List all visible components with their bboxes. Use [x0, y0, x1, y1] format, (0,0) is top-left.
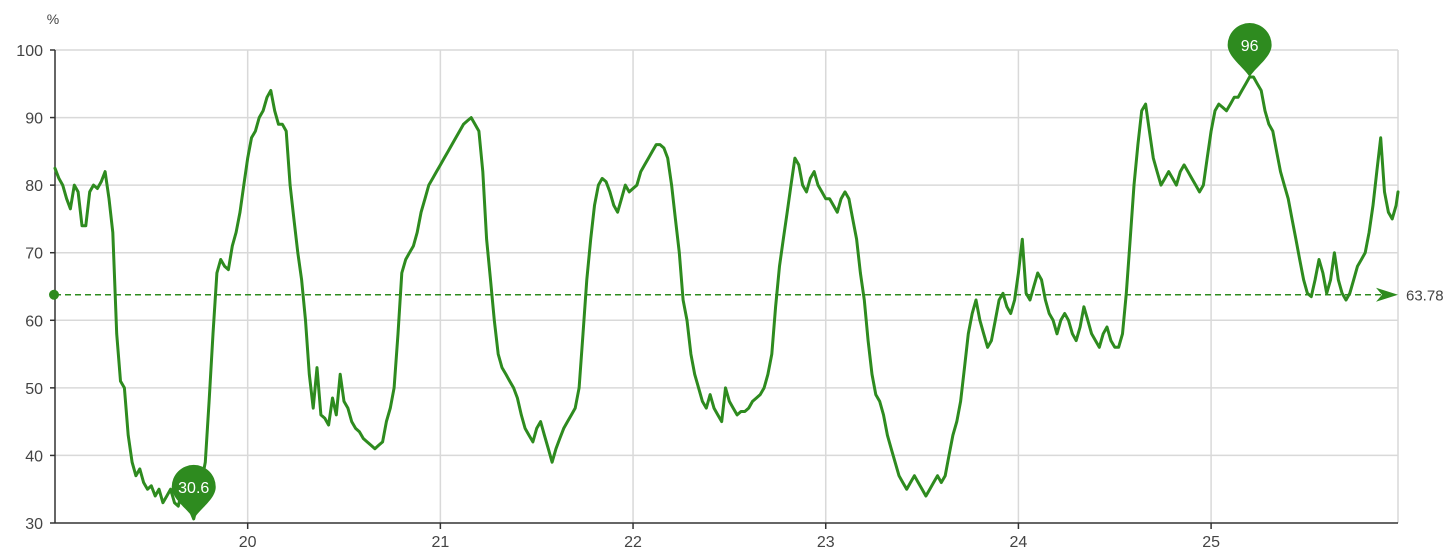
- x-axis-ticks: 20 21 22 23 24 25: [239, 534, 1220, 551]
- y-tick-label: 30: [25, 516, 43, 533]
- y-tick-label: 60: [25, 313, 43, 330]
- max-value-pin-icon: [1227, 23, 1272, 78]
- x-tick-label: 22: [624, 534, 642, 551]
- min-value-pin-icon: [171, 464, 216, 519]
- x-tick-label: 25: [1202, 534, 1220, 551]
- min-value-label: 30.6: [178, 480, 209, 497]
- y-axis-unit-label: %: [47, 11, 59, 27]
- x-tick-label: 23: [817, 534, 835, 551]
- x-tick-label: 24: [1010, 534, 1028, 551]
- average-arrow-icon: [1376, 287, 1398, 302]
- min-value-marker: 30.6: [171, 464, 216, 519]
- average-start-dot: [49, 289, 59, 300]
- y-tick-label: 90: [25, 111, 43, 128]
- series-line: [53, 75, 1400, 521]
- x-tick-label: 20: [239, 534, 257, 551]
- average-line: 63.78: [49, 287, 1444, 305]
- max-value-label: 96: [1241, 38, 1259, 55]
- max-value-marker: 96: [1227, 23, 1272, 78]
- grid-lines: [50, 49, 1399, 529]
- y-tick-label: 80: [25, 178, 43, 195]
- y-tick-label: 100: [16, 43, 43, 60]
- x-tick-label: 21: [431, 534, 449, 551]
- y-axis-ticks: 30 40 50 60 70 80 90 100: [16, 43, 43, 533]
- average-value-label: 63.78: [1406, 288, 1444, 305]
- y-tick-label: 50: [25, 381, 43, 398]
- y-tick-label: 70: [25, 246, 43, 263]
- y-tick-label: 40: [25, 448, 43, 465]
